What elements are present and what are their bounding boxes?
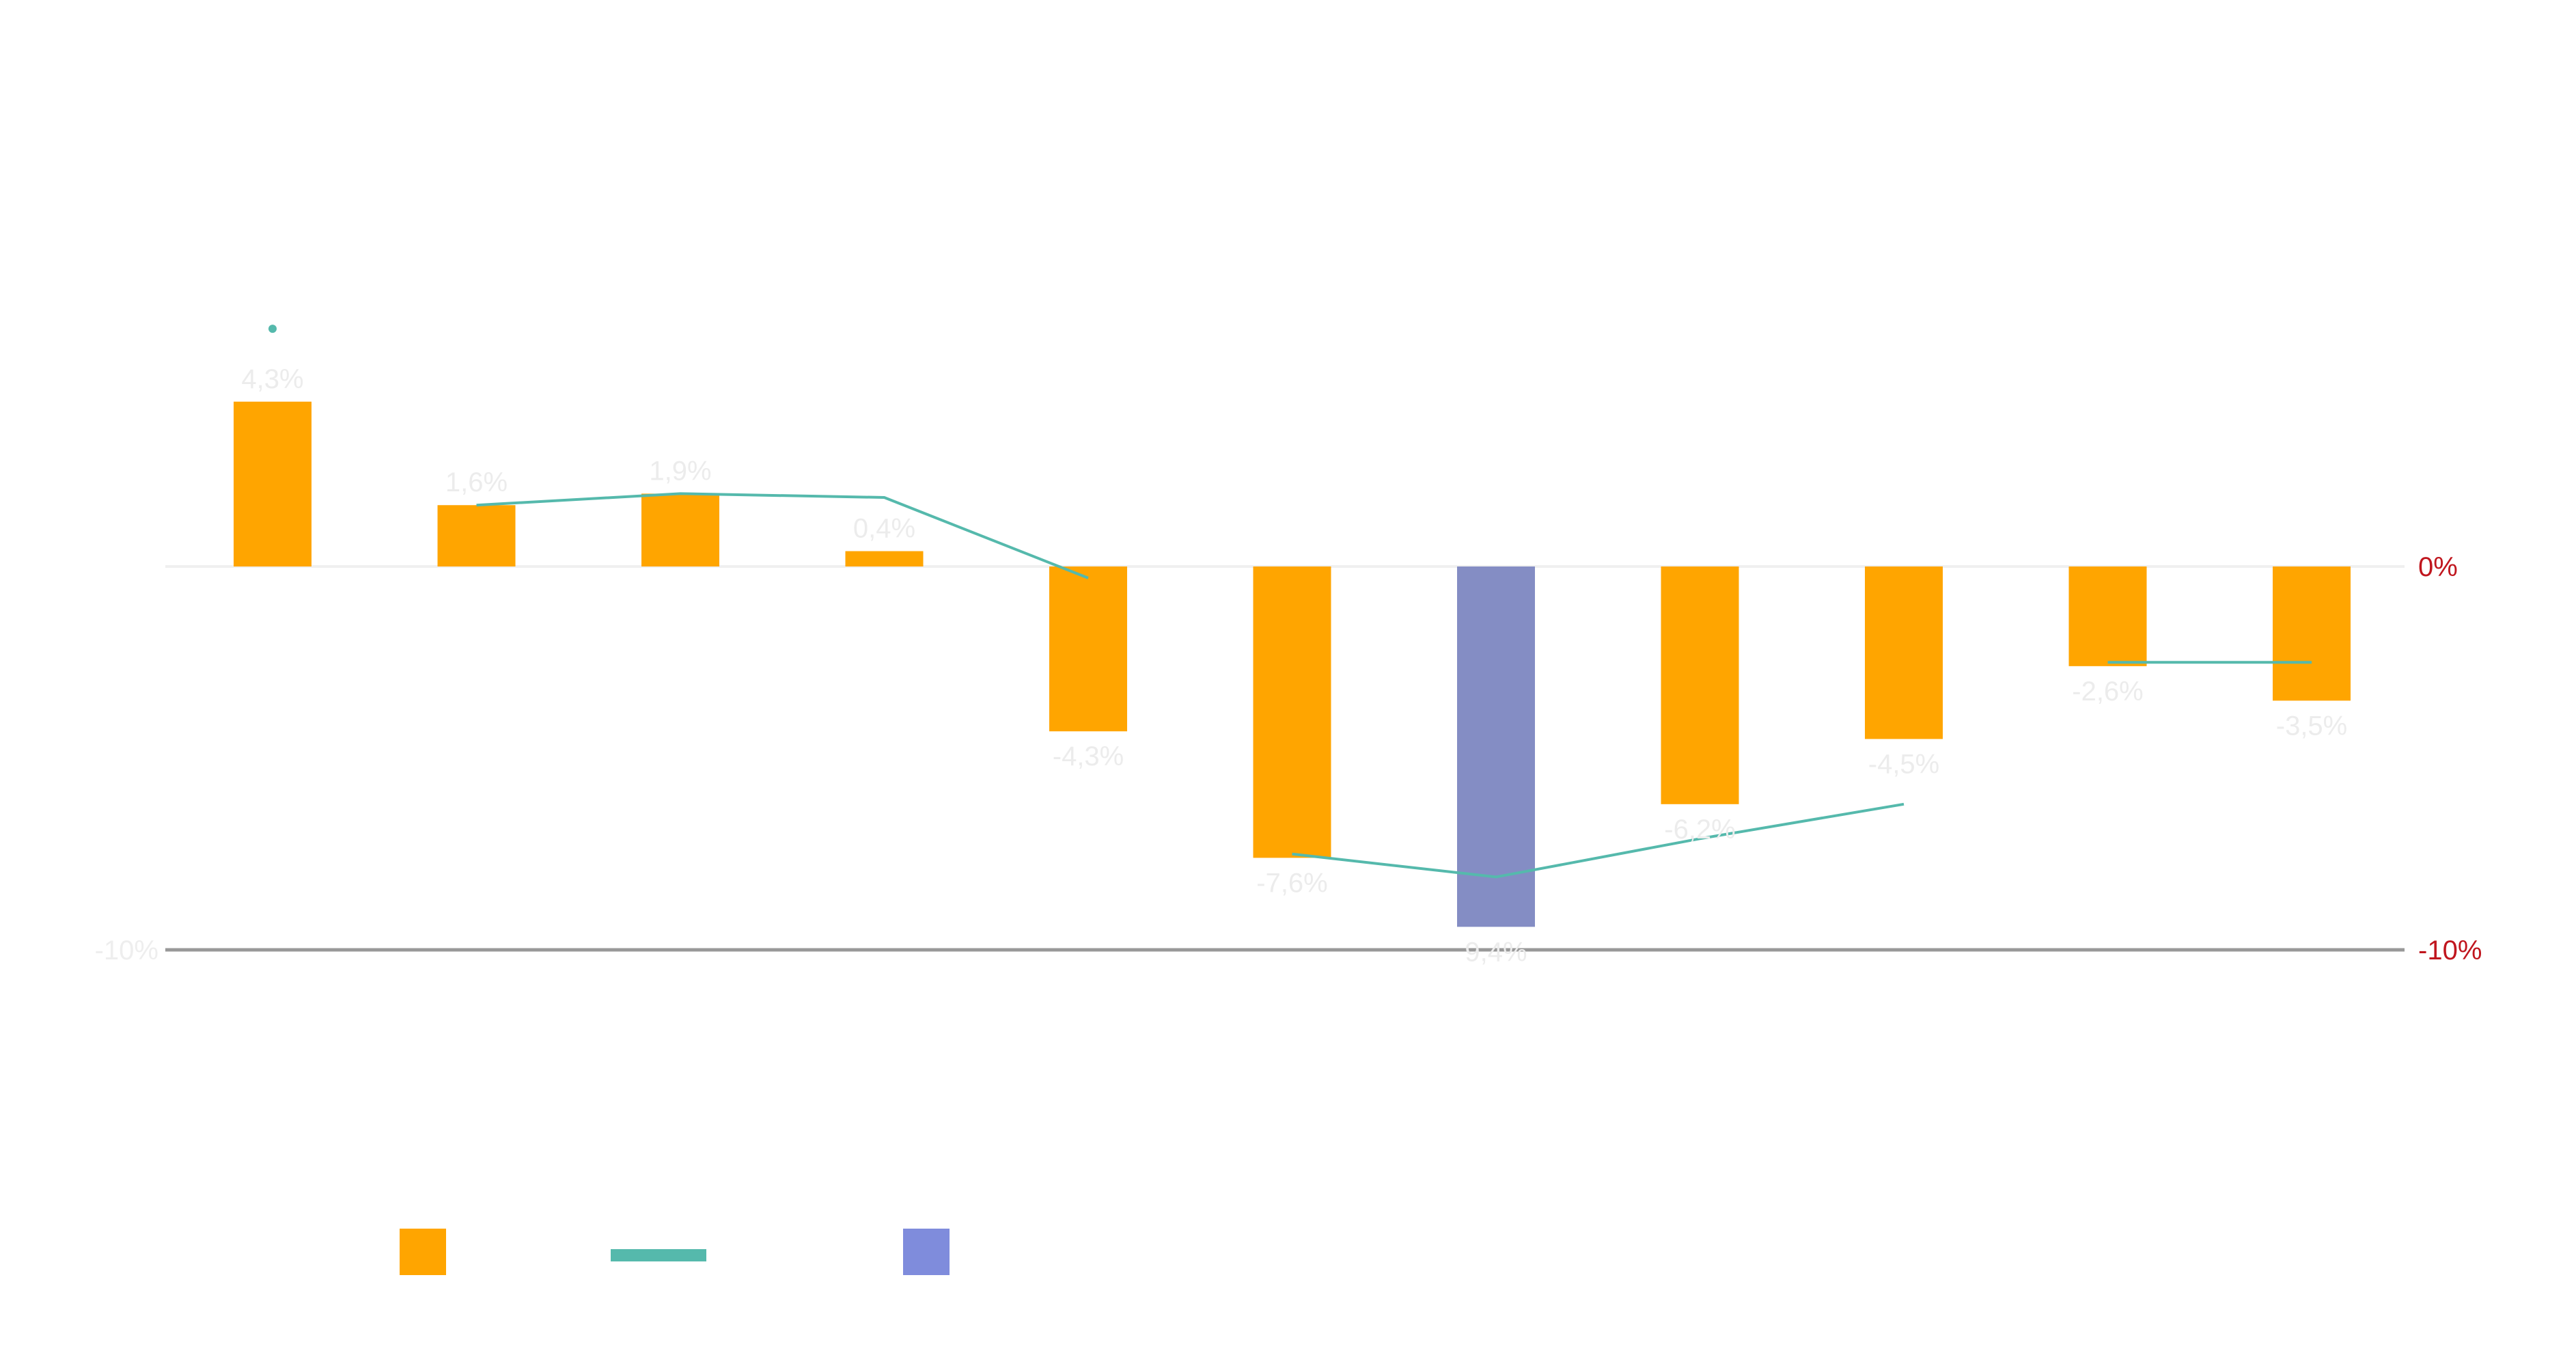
- data-label: 0,4%: [853, 514, 915, 544]
- left-axis-tick-label: -10%: [95, 935, 158, 966]
- data-label: 4,3%: [241, 364, 303, 394]
- bar: [1457, 566, 1535, 927]
- legend: [400, 1229, 950, 1275]
- bar: [234, 401, 311, 566]
- line-point: [268, 325, 277, 333]
- data-label: -7,6%: [1256, 868, 1328, 898]
- bar: [1049, 566, 1127, 732]
- legend-swatch-bar: [400, 1229, 446, 1275]
- bar: [1253, 566, 1331, 858]
- bar: [1661, 566, 1739, 804]
- bar: [641, 493, 719, 566]
- data-label: 9,4%: [1465, 937, 1527, 967]
- bars: [234, 401, 2351, 927]
- bar: [845, 551, 924, 566]
- line-segment: [1292, 802, 1905, 879]
- bar: [437, 505, 516, 566]
- bar: [2068, 566, 2147, 666]
- data-label: 1,9%: [649, 456, 711, 486]
- data-label: -2,6%: [2072, 676, 2144, 707]
- line-series: [268, 325, 2312, 879]
- data-label: -6,2%: [1664, 815, 1736, 845]
- bar: [1865, 566, 1943, 739]
- data-labels: 4,3% 1,6% 1,9% 0,4% -4,3% -7,6% 9,4% -6,2% -4,5%…: [241, 364, 2347, 968]
- data-label: -4,3%: [1053, 741, 1124, 771]
- line-segment: [476, 492, 1089, 579]
- right-axis-tick-label: 0%: [2418, 552, 2458, 582]
- data-label: -3,5%: [2276, 711, 2348, 741]
- right-axis-tick-label: -10%: [2418, 935, 2482, 966]
- legend-swatch-line: [611, 1249, 706, 1261]
- data-label: 1,6%: [445, 467, 508, 497]
- data-label: -4,5%: [1868, 749, 1940, 779]
- axis-labels: -10% 0% -10%: [95, 552, 2482, 966]
- legend-swatch-highlight-bar: [903, 1229, 950, 1275]
- bar: [2273, 566, 2351, 701]
